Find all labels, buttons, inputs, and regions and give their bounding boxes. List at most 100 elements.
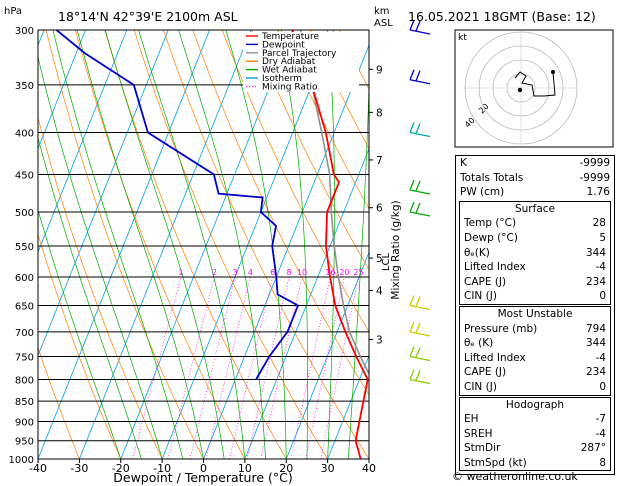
km-tick-labels: 9 8 7 6 5 4 3 — [369, 64, 383, 346]
mixing-ratio-label: 8 — [286, 268, 291, 277]
wind-barb-flag — [409, 69, 415, 81]
isotherm-line — [161, 30, 335, 459]
mixing-ratio-axis-label: Mixing Ratio (g/kg) — [390, 200, 402, 299]
hodo-row: SREH -4 — [464, 427, 606, 440]
wind-barb-flag — [409, 19, 415, 31]
isotherm-lines — [38, 30, 369, 459]
hodograph-table-title: Hodograph — [505, 398, 565, 411]
legend-background — [243, 32, 359, 92]
km-label: km — [374, 6, 390, 17]
dry-adiabat-line — [104, 30, 287, 459]
hodo-row: StmDir 287° — [464, 442, 606, 455]
mixing-ratio-label: 3 — [233, 268, 238, 277]
wind-barb — [409, 304, 431, 311]
mixing-ratio-label: 20 — [339, 268, 349, 277]
wind-barb — [409, 355, 431, 362]
wind-barb-flag — [415, 202, 421, 214]
x-axis-label: Dewpoint / Temperature (°C) — [113, 470, 292, 485]
mu-row: CIN (J) 0 — [464, 380, 606, 393]
pressure-tick-label: 950 — [15, 437, 34, 448]
temperature-tick-label: 40 — [362, 462, 376, 475]
mu-row: θₑ (K) 344 — [464, 337, 606, 350]
index-row: K -9999 — [460, 157, 610, 169]
mu-row: CAPE (J) 234 — [464, 366, 606, 379]
isotherm-line — [327, 354, 369, 459]
hodo-row: StmSpd (kt) 8 — [464, 456, 606, 469]
most-unstable-title: Most Unstable — [497, 307, 573, 320]
wind-barb-flag — [409, 346, 415, 357]
legend-label: Dry Adiabat — [262, 57, 316, 67]
mixing-ratio-line — [246, 276, 290, 459]
km-tick-label: 9 — [376, 64, 383, 76]
mixing-ratio-label: 2 — [212, 268, 217, 277]
mixing-ratio-line — [229, 276, 274, 459]
km-tick-label: 7 — [376, 155, 383, 167]
temperature-tick-label: 10 — [238, 462, 252, 475]
storm-motion-point — [517, 87, 523, 93]
asl-label: ASL — [374, 18, 393, 29]
mixing-ratio-label: 16 — [325, 268, 335, 277]
mixing-ratio-label: 4 — [248, 268, 253, 277]
dry-adiabat-line — [309, 30, 369, 150]
wind-barb — [409, 211, 431, 217]
wind-barb — [409, 378, 431, 385]
isotherm-line — [285, 251, 369, 459]
mu-row: Lifted Index -4 — [464, 351, 606, 364]
mu-row: Pressure (mb) 794 — [464, 322, 606, 335]
legend-label: Temperature — [261, 32, 319, 42]
pressure-tick-label: 500 — [15, 208, 34, 219]
indices-table: K -9999 Totals Totals -9999 PW (cm) 1.76 Su… — [455, 155, 615, 476]
surface-row: Lifted Index -4 — [464, 261, 606, 274]
wind-barbs — [409, 19, 431, 385]
dry-adiabat-line — [221, 30, 369, 333]
isotherm-line — [203, 44, 369, 459]
temperature-tick-label: 20 — [279, 462, 293, 475]
mixing-ratio-line — [189, 276, 236, 459]
pressure-tick-label: 900 — [15, 417, 34, 428]
wind-barb-flag — [415, 20, 421, 32]
surface-section: Surface Temp (°C) 28 Dewp (°C) 5 θₑ(K) 344 … — [459, 200, 611, 305]
km-tick-label: 8 — [376, 107, 383, 119]
surface-title: Surface — [514, 202, 555, 215]
parcel-trajectory-line — [299, 30, 369, 376]
isotherm-line — [79, 30, 252, 459]
isotherm-line — [38, 30, 210, 459]
km-tick-label: 4 — [376, 285, 383, 297]
isotherm-line — [244, 147, 369, 459]
credit-text: © weatheronline.co.uk — [452, 470, 578, 483]
wet-adiabat-line — [347, 71, 369, 459]
isotherm-line — [38, 30, 86, 150]
surface-row: CAPE (J) 234 — [464, 275, 606, 288]
pressure-tick-label: 650 — [15, 302, 34, 313]
wind-barb — [409, 29, 431, 35]
wind-barb-flag — [409, 179, 415, 191]
mixing-ratio-label: 6 — [270, 268, 275, 277]
temperature-tick-label: -10 — [153, 462, 171, 475]
location-title: 18°14'N 42°39'E 2100m ASL — [58, 9, 238, 24]
wind-barb-flag — [415, 123, 421, 134]
pressure-tick-label: 450 — [15, 170, 34, 181]
wind-barb — [409, 331, 431, 337]
wet-adiabat-lines — [38, 30, 369, 459]
temperature-tick-label: -40 — [29, 462, 47, 475]
wind-barb-flag — [409, 201, 415, 213]
wind-barb — [409, 79, 431, 85]
mixing-ratio-label: 1 — [178, 268, 183, 277]
legend-label: Wet Adiabat — [262, 66, 317, 76]
wind-barb-flag — [409, 321, 415, 333]
pressure-tick-label: 300 — [15, 26, 34, 37]
wind-barb-flag — [409, 295, 415, 306]
km-tick-label: 3 — [376, 334, 383, 346]
isotherm-line — [120, 30, 293, 459]
pressure-tick-label: 350 — [15, 81, 34, 92]
hpa-label: hPa — [4, 6, 22, 17]
surface-row: Dewp (°C) 5 — [464, 231, 606, 244]
km-tick-label: 6 — [376, 203, 383, 215]
dry-adiabat-line — [38, 346, 80, 459]
pressure-tick-label: 700 — [15, 328, 34, 339]
pressure-tick-label: 750 — [15, 352, 34, 363]
temperature-tick-label: -20 — [112, 462, 130, 475]
wet-adiabat-line — [52, 30, 184, 459]
